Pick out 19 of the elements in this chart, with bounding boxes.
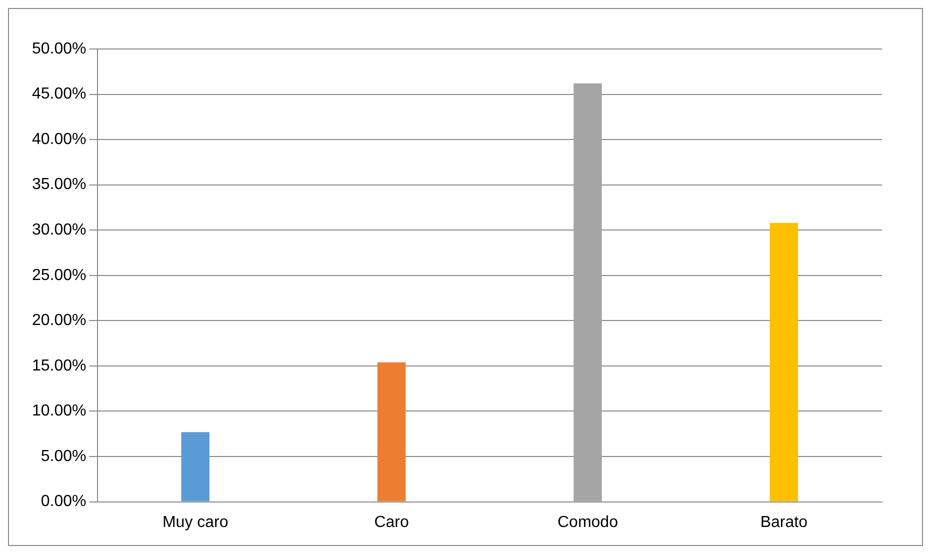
y-tick-label: 5.00%: [40, 448, 86, 465]
y-tick-label: 0.00%: [40, 493, 86, 510]
bar: [181, 432, 210, 502]
y-tick-label: 25.00%: [32, 266, 86, 284]
x-tick-label: Comodo: [557, 514, 618, 531]
x-tick-label: Muy caro: [162, 514, 228, 531]
y-tick-label: 30.00%: [32, 222, 86, 239]
y-tick-label: 50.00%: [32, 40, 86, 58]
x-tick-label: Caro: [374, 514, 409, 531]
y-tick-label: 35.00%: [32, 176, 86, 194]
y-tick-label: 15.00%: [32, 357, 86, 374]
bar: [770, 222, 798, 502]
bar: [377, 362, 406, 502]
y-tick-label: 20.00%: [32, 312, 86, 330]
bar: [574, 83, 602, 502]
y-tick-label: 10.00%: [32, 402, 86, 420]
x-tick-label: Barato: [760, 514, 808, 531]
y-tick-label: 40.00%: [32, 130, 86, 148]
y-tick-label: 45.00%: [32, 86, 86, 103]
